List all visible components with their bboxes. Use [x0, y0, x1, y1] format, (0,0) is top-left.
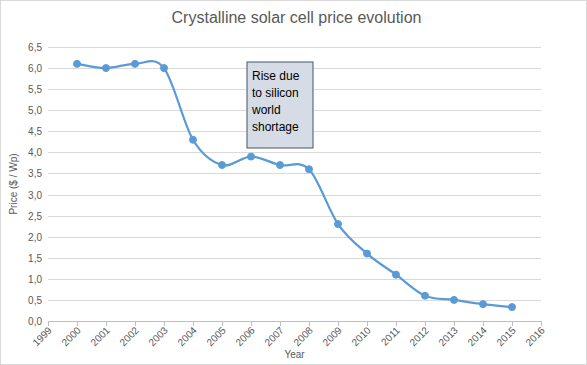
grid-line	[48, 321, 541, 322]
y-tick-label: 6,0	[28, 63, 42, 74]
x-tick-label: 2003	[146, 324, 170, 348]
point	[161, 65, 168, 72]
x-tick-label: 2002	[117, 324, 141, 348]
point	[480, 301, 487, 308]
y-tick-label: 4,0	[28, 147, 42, 158]
x-tick-label: 1999	[30, 324, 54, 348]
y-tick-label: 2,5	[28, 211, 42, 222]
x-tick	[367, 321, 368, 326]
point	[277, 162, 284, 169]
grid-line	[48, 195, 541, 196]
x-tick	[193, 321, 194, 326]
point	[219, 162, 226, 169]
grid-line	[48, 279, 541, 280]
y-tick-label: 3,5	[28, 168, 42, 179]
x-tick	[512, 321, 513, 326]
price-line	[77, 61, 512, 307]
x-tick-label: 2011	[379, 324, 402, 347]
annotation-line: shortage	[252, 120, 299, 134]
point	[451, 296, 458, 303]
x-tick	[396, 321, 397, 326]
y-tick-label: 1,0	[28, 274, 42, 285]
x-tick-label: 2010	[349, 324, 373, 348]
title: Crystalline solar cell price evolution	[172, 9, 422, 26]
x-tick-label: 2015	[494, 324, 518, 348]
x-tick	[483, 321, 484, 326]
annotation: Rise due to silicon world shortage	[251, 69, 300, 134]
grid-line	[48, 258, 541, 259]
point	[422, 292, 429, 299]
grid-line	[48, 152, 541, 153]
x-tick	[77, 321, 78, 326]
annotation-box	[247, 62, 313, 148]
annotation-line: to silicon	[252, 86, 299, 100]
x-tick	[135, 321, 136, 326]
x-tick	[222, 321, 223, 326]
x-tick	[164, 321, 165, 326]
x-tick-label: 2008	[291, 324, 315, 348]
point	[306, 166, 313, 173]
point	[74, 60, 81, 67]
x-tick-label: 2012	[407, 324, 431, 348]
x-tick-label: 2006	[233, 324, 257, 348]
x-tick	[454, 321, 455, 326]
x-tick-label: 2014	[465, 324, 489, 348]
x-tick	[48, 321, 49, 326]
annotation-line: Rise due	[252, 69, 300, 83]
y-axis-title: Price ($ / Wp)	[8, 153, 19, 214]
x-tick-label: 2000	[59, 324, 83, 348]
y-tick-label: 0,5	[28, 295, 42, 306]
y-tick-label: 0,0	[28, 316, 42, 327]
x-axis-title: Year	[284, 349, 305, 360]
chart: Crystalline solar cell price evolution 0,…	[0, 0, 587, 365]
x-tick	[338, 321, 339, 326]
y-tick-label: 3,0	[28, 190, 42, 201]
y-tick-label: 1,5	[28, 253, 42, 264]
plot-area	[74, 60, 516, 310]
y-tick-label: 6,5	[28, 42, 42, 53]
x-tick-label: 2007	[262, 324, 286, 348]
point	[364, 250, 371, 257]
x-axis-line	[48, 321, 541, 322]
grid-line	[48, 47, 541, 48]
x-tick	[425, 321, 426, 326]
point	[190, 136, 197, 143]
annotation-line: world	[251, 103, 281, 117]
point	[248, 153, 255, 160]
y-tick-label: 5,0	[28, 105, 42, 116]
x-tick-label: 2004	[175, 324, 199, 348]
x-tick	[106, 321, 107, 326]
x-tick	[251, 321, 252, 326]
chart-frame	[1, 1, 587, 365]
y-tick-label: 4,5	[28, 126, 42, 137]
point	[132, 60, 139, 67]
x-tick-label: 2013	[436, 324, 460, 348]
x-tick-label: 2009	[320, 324, 344, 348]
x-tick	[541, 321, 542, 326]
x-tick-label: 2016	[523, 324, 547, 348]
grid-line	[48, 173, 541, 174]
x-tick-label: 2001	[88, 324, 112, 348]
point	[103, 65, 110, 72]
grid-line	[48, 237, 541, 238]
grid-line	[48, 216, 541, 217]
x-tick	[309, 321, 310, 326]
y-tick-label: 2,0	[28, 232, 42, 243]
point	[393, 271, 400, 278]
x-tick	[280, 321, 281, 326]
y-tick-label: 5,5	[28, 84, 42, 95]
point	[509, 304, 516, 311]
point	[335, 221, 342, 228]
x-tick-label: 2005	[204, 324, 228, 348]
